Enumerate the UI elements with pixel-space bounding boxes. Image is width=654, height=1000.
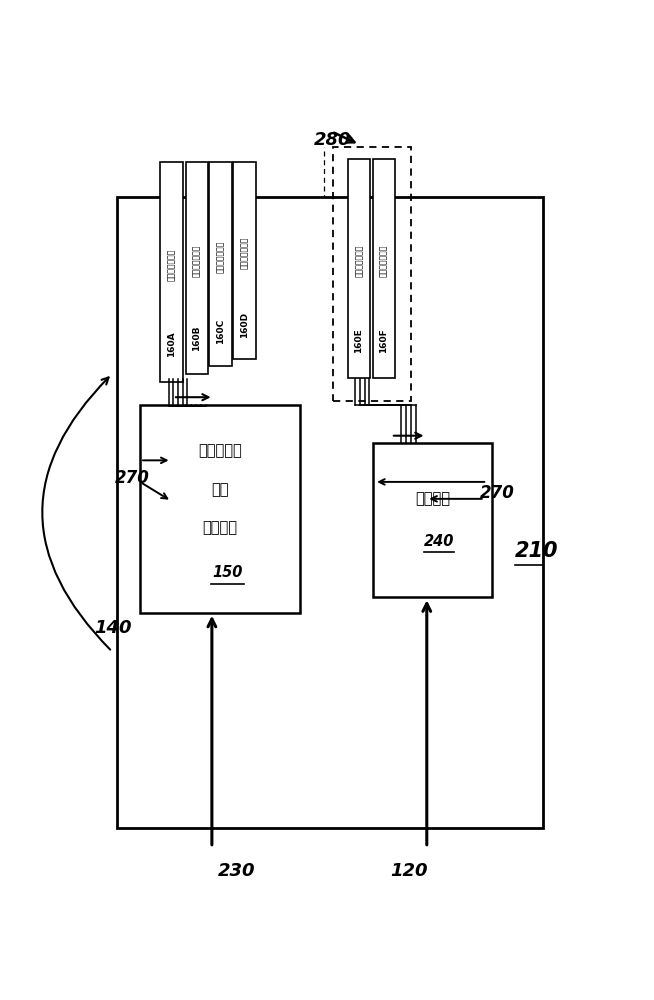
Bar: [333, 147, 411, 401]
Bar: [233, 162, 256, 359]
Text: 微機電系統芯片: 微機電系統芯片: [354, 244, 364, 277]
Text: 微機電系統芯片: 微機電系統芯片: [167, 248, 176, 281]
Text: 280: 280: [314, 131, 351, 149]
Text: 210: 210: [515, 541, 559, 561]
Text: 微機電系統芯片: 微機電系統芯片: [192, 244, 201, 277]
Text: 功率分配: 功率分配: [415, 491, 450, 506]
Text: 打印頭組件: 打印頭組件: [198, 444, 242, 459]
Text: 270: 270: [479, 484, 515, 502]
Bar: [373, 443, 492, 597]
Text: 140: 140: [94, 619, 132, 637]
Text: 微機電系統芯片: 微機電系統芯片: [216, 240, 225, 273]
Bar: [373, 158, 395, 378]
Bar: [140, 405, 300, 613]
Text: 270: 270: [114, 469, 150, 487]
Text: 120: 120: [390, 862, 428, 880]
Text: 160C: 160C: [216, 319, 225, 344]
Text: 150: 150: [213, 565, 243, 580]
Bar: [348, 158, 370, 378]
Bar: [186, 162, 208, 374]
Text: 集成電路: 集成電路: [202, 521, 237, 536]
Text: 230: 230: [218, 862, 255, 880]
Text: 160D: 160D: [240, 312, 249, 338]
Text: 專用: 專用: [211, 482, 229, 497]
Bar: [160, 162, 182, 382]
Text: 160A: 160A: [167, 332, 176, 357]
Text: 微機電系統芯片: 微機電系統芯片: [240, 237, 249, 269]
Bar: [117, 197, 543, 828]
Bar: [209, 162, 232, 366]
Text: 160E: 160E: [354, 328, 364, 353]
Text: 160F: 160F: [379, 328, 388, 353]
Text: 240: 240: [424, 534, 454, 549]
Text: 微機電系統芯片: 微機電系統芯片: [379, 244, 388, 277]
Text: 160B: 160B: [192, 325, 201, 351]
